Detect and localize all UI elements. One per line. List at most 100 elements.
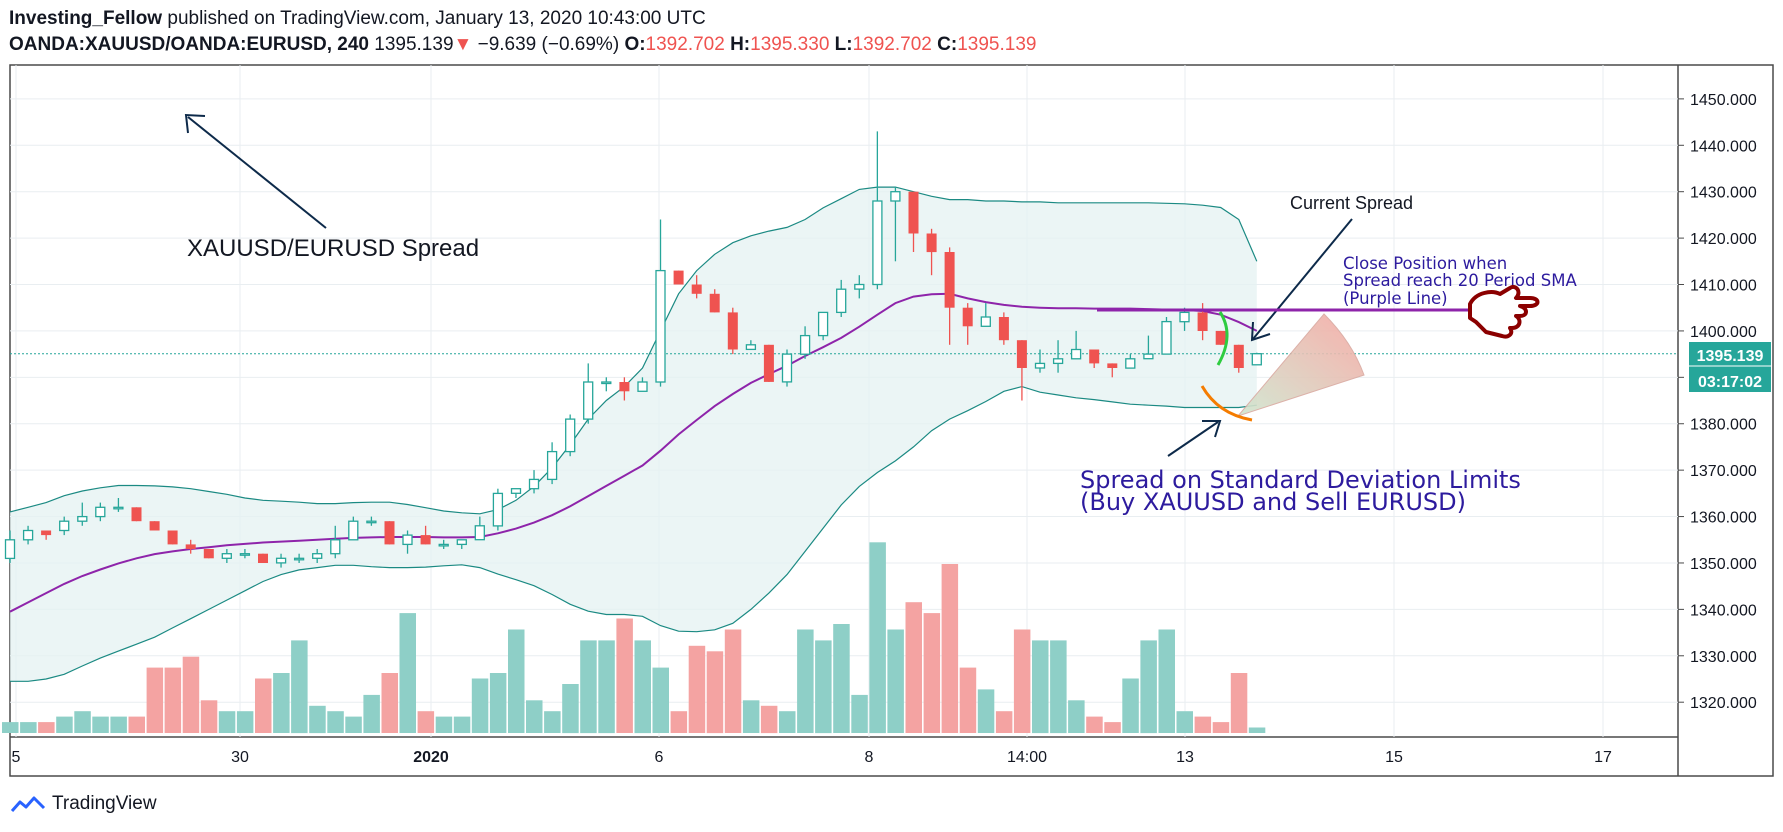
annotation-close-position[interactable]: Close Position when Spread reach 20 Peri… — [1097, 254, 1577, 339]
candle-body — [528, 478, 540, 490]
candle-body — [673, 270, 684, 285]
price-tick-label: 1350.000 — [1690, 556, 1757, 573]
volume-bar — [489, 673, 507, 733]
candle — [781, 349, 793, 387]
annotation-spread-title[interactable]: XAUUSD/EURUSD Spread — [184, 113, 479, 262]
candle — [1125, 354, 1136, 369]
candle-body — [510, 488, 522, 494]
candle-body — [258, 553, 268, 563]
candle-body — [330, 539, 341, 555]
candle — [709, 289, 720, 313]
annotation-current-spread[interactable]: Current Spread — [1216, 193, 1413, 366]
volume-bar — [1104, 722, 1121, 733]
candle-body — [59, 520, 70, 532]
time-tick-label: 6 — [655, 749, 664, 766]
price-tick-label: 1430.000 — [1690, 185, 1757, 202]
candle-body — [1251, 353, 1262, 366]
volume-bar — [92, 716, 109, 733]
candle — [962, 303, 973, 345]
footer-brand[interactable]: TradingView — [10, 793, 157, 815]
candle-body — [980, 316, 991, 327]
annotation-std-dev[interactable]: Spread on Standard Deviation Limits (Buy… — [1080, 313, 1521, 516]
volume-bar — [508, 629, 525, 733]
volume-bar — [652, 667, 669, 733]
time-tick-label: 17 — [1594, 749, 1612, 766]
candle — [239, 549, 251, 559]
volume-bar — [291, 640, 308, 734]
candle-body — [546, 450, 558, 481]
candle-body — [872, 200, 883, 286]
candle — [330, 525, 341, 559]
volume-bar — [110, 716, 127, 733]
candle — [727, 307, 738, 355]
price-axis: 1320.000 1330.000 1340.000 1350.000 1360.000… — [1678, 92, 1757, 712]
candle — [167, 530, 178, 545]
candle-body — [113, 506, 124, 510]
volume-bar — [453, 716, 471, 733]
candle-body — [619, 382, 630, 392]
volume-bar — [526, 700, 543, 733]
candle-body — [799, 334, 811, 355]
volume-bar — [977, 689, 995, 733]
candle-body — [131, 507, 142, 522]
candle — [1215, 330, 1226, 345]
volume-bar — [688, 645, 706, 733]
open-value: 1392.702 — [645, 34, 725, 55]
current-spread-arrowhead — [1250, 321, 1271, 342]
volume-bar — [128, 716, 145, 733]
candle — [980, 303, 991, 327]
candle — [1251, 352, 1262, 366]
price-badge-bg — [1689, 342, 1771, 392]
candle-body — [203, 549, 214, 559]
author-name[interactable]: Investing_Fellow — [9, 8, 163, 29]
volume-bar — [38, 722, 55, 733]
candle — [546, 442, 558, 485]
price-chart[interactable]: 1320.000 1330.000 1340.000 1350.000 1360.000… — [0, 0, 1783, 790]
volume-bar — [706, 651, 724, 734]
candle — [1107, 363, 1118, 378]
candle — [510, 488, 522, 498]
candle — [312, 549, 323, 563]
candle — [908, 191, 919, 252]
candle-body — [655, 269, 666, 383]
candle — [203, 549, 214, 559]
candle — [1161, 317, 1172, 355]
volume-bar — [1248, 727, 1266, 733]
volume-bar — [1230, 673, 1248, 733]
candle-body — [1161, 320, 1172, 355]
bollinger-lower-band — [10, 385, 1257, 682]
high-label: H: — [730, 34, 751, 55]
candle-body — [77, 515, 88, 522]
candle — [420, 525, 431, 545]
time-tick-label: 30 — [231, 749, 249, 766]
candle-body — [565, 418, 576, 453]
candle-body — [1107, 363, 1118, 368]
candle — [1052, 340, 1064, 373]
candle — [601, 377, 612, 392]
candle-body — [836, 288, 847, 314]
volume-bar — [1050, 640, 1067, 734]
candle-body — [926, 233, 937, 253]
candle — [619, 377, 630, 401]
volume-bar — [182, 656, 200, 733]
volume-bar — [760, 705, 778, 734]
candle-body — [998, 317, 1009, 341]
price-tick-label: 1370.000 — [1690, 463, 1757, 480]
time-tick-label: 8 — [865, 749, 874, 766]
candle-body — [1034, 362, 1046, 369]
candle-body — [41, 530, 52, 536]
price-tick-label: 1440.000 — [1690, 138, 1757, 155]
volume-bar — [363, 694, 380, 733]
candle-body — [366, 520, 377, 524]
candle — [492, 488, 504, 531]
candle-body — [1070, 348, 1082, 360]
candle-body — [890, 191, 901, 202]
candle — [1179, 307, 1190, 331]
symbol-legend: OANDA:XAUUSD/OANDA:EURUSD, 240 1395.139▼… — [9, 34, 1036, 56]
volume-bars — [2, 542, 1266, 734]
volume-bar — [634, 640, 651, 734]
volume-bar — [544, 711, 561, 733]
volume-bar — [1032, 640, 1049, 734]
price-tick-label: 1330.000 — [1690, 649, 1757, 666]
sma-20-line — [9, 292, 1258, 613]
